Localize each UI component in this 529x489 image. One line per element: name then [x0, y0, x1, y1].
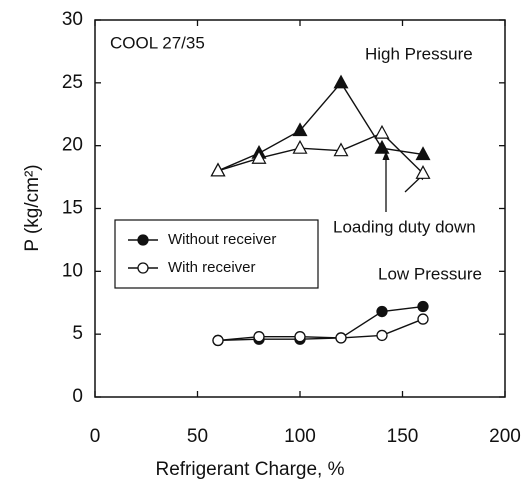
- data-point: [374, 139, 390, 154]
- y-tick-label: 0: [72, 386, 83, 407]
- legend-marker: [137, 234, 149, 246]
- low-pressure-label: Low Pressure: [378, 264, 482, 283]
- y-tick-label: 20: [62, 135, 83, 156]
- series-line: [217, 305, 424, 342]
- y-tick-label: 30: [62, 9, 83, 30]
- y-tick-label: 10: [62, 260, 83, 281]
- x-tick-label: 100: [284, 426, 316, 447]
- series-line: [217, 132, 424, 174]
- condition-label: COOL 27/35: [110, 33, 205, 52]
- data-point: [417, 313, 429, 325]
- data-point: [253, 331, 265, 343]
- data-point: [374, 124, 390, 139]
- legend-label: With receiver: [168, 259, 256, 276]
- data-point: [292, 139, 308, 154]
- data-point: [212, 334, 224, 347]
- series-line: [217, 318, 424, 342]
- data-point: [335, 332, 347, 344]
- data-point: [210, 162, 226, 177]
- loading-label: Loading duty down: [333, 217, 476, 236]
- data-point: [415, 165, 431, 179]
- data-point: [415, 146, 431, 161]
- legend: [114, 219, 319, 289]
- high-pressure-label: High Pressure: [365, 44, 473, 63]
- data-point: [376, 329, 388, 342]
- legend-label: Without receiver: [168, 231, 276, 248]
- y-tick-label: 15: [62, 198, 83, 219]
- data-point: [417, 300, 429, 313]
- data-point: [292, 122, 308, 137]
- x-tick-label: 150: [387, 426, 419, 447]
- y-tick-label: 5: [72, 323, 83, 344]
- x-axis-label: Refrigerant Charge, %: [155, 459, 344, 480]
- data-point: [333, 74, 349, 89]
- x-tick-label: 0: [90, 426, 101, 447]
- x-tick-label: 200: [489, 426, 521, 447]
- data-point: [333, 142, 349, 157]
- y-axis-label: P (kg/cm²): [22, 164, 43, 251]
- data-point: [251, 149, 267, 164]
- y-tick-label: 25: [62, 72, 83, 93]
- legend-marker: [137, 262, 149, 274]
- data-point: [294, 331, 306, 343]
- series-line: [217, 81, 424, 172]
- data-point: [376, 305, 388, 318]
- x-tick-label: 50: [187, 426, 208, 447]
